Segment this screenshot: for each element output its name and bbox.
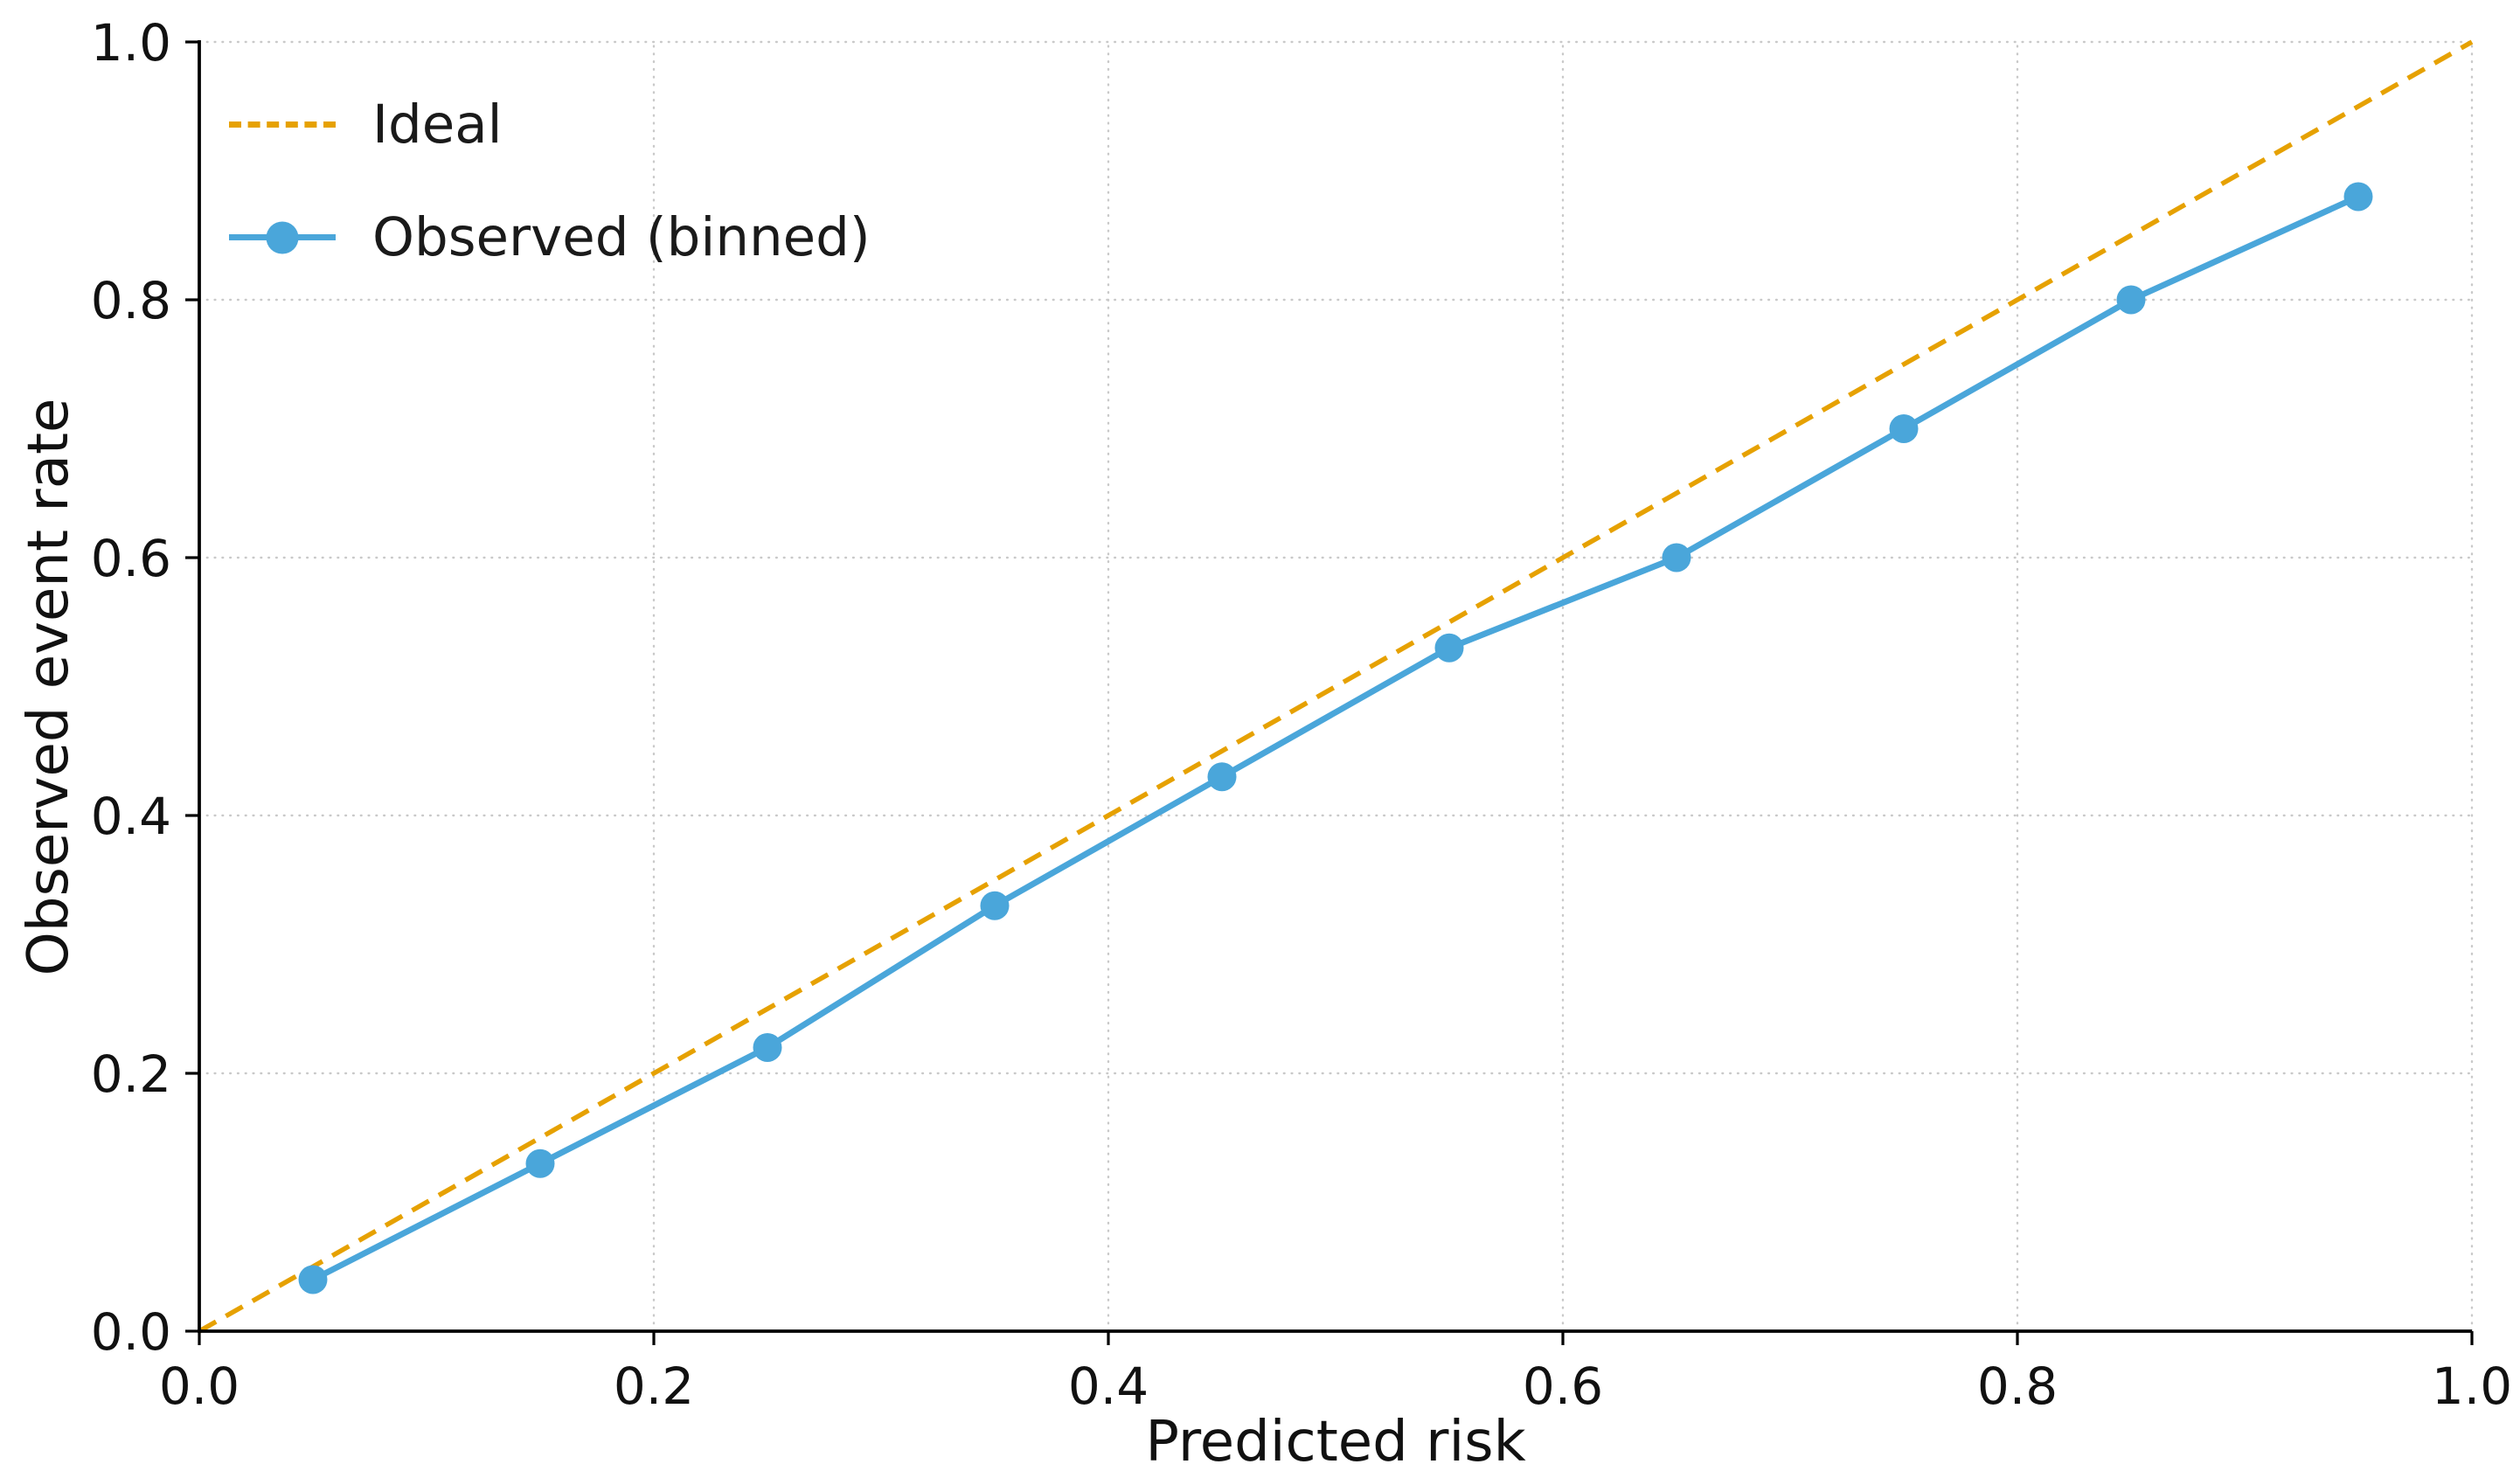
- observed-point: [2343, 182, 2373, 212]
- legend-item-observed: Observed (binned): [229, 181, 871, 294]
- tick-labels: 0.0 0.2 0.4 0.6 0.8 1.0 0.0 0.2 0.4 0.6 0.8 1.0: [91, 13, 2512, 1416]
- axis-spines: [198, 40, 2472, 1333]
- observed-point: [1662, 543, 1691, 572]
- y-tick-label: 0.0: [91, 1302, 171, 1362]
- y-tick-label: 1.0: [91, 13, 171, 73]
- observed-line-swatch: [229, 221, 336, 253]
- x-tick-label: 0.4: [1068, 1357, 1149, 1416]
- x-tick-label: 1.0: [2432, 1357, 2512, 1416]
- gridlines: [198, 40, 2474, 1333]
- observed-point: [1207, 762, 1237, 792]
- series-ideal: [198, 39, 2474, 1334]
- observed-point: [525, 1148, 555, 1178]
- y-axis-label: Observed event rate: [17, 398, 81, 976]
- observed-line: [311, 193, 2360, 1283]
- y-tick-label: 0.6: [91, 529, 171, 588]
- y-tick-label: 0.4: [91, 787, 171, 846]
- observed-point: [980, 891, 1010, 920]
- x-axis-label: Predicted risk: [1145, 1410, 1526, 1475]
- ideal-dashed-line-swatch: [229, 121, 336, 128]
- axis-ticks: [185, 40, 2474, 1345]
- legend: Ideal Observed (binned): [229, 68, 871, 294]
- legend-label-ideal: Ideal: [372, 94, 503, 156]
- observed-marker-icon: [266, 221, 299, 253]
- x-tick-label: 0.6: [1523, 1357, 1603, 1416]
- series-observed: [298, 182, 2373, 1294]
- legend-label-observed: Observed (binned): [372, 206, 871, 268]
- ideal-line: [198, 39, 2474, 1334]
- x-tick-label: 0.0: [159, 1357, 240, 1416]
- observed-point: [1889, 414, 1919, 443]
- y-tick-label: 0.8: [91, 271, 171, 330]
- observed-point: [298, 1265, 328, 1294]
- x-tick-label: 0.2: [614, 1357, 694, 1416]
- x-tick-label: 0.8: [1977, 1357, 2058, 1416]
- legend-item-ideal: Ideal: [229, 68, 871, 181]
- observed-point: [2116, 285, 2146, 315]
- y-tick-label: 0.2: [91, 1044, 171, 1104]
- observed-point: [753, 1033, 782, 1062]
- observed-point: [1434, 633, 1464, 663]
